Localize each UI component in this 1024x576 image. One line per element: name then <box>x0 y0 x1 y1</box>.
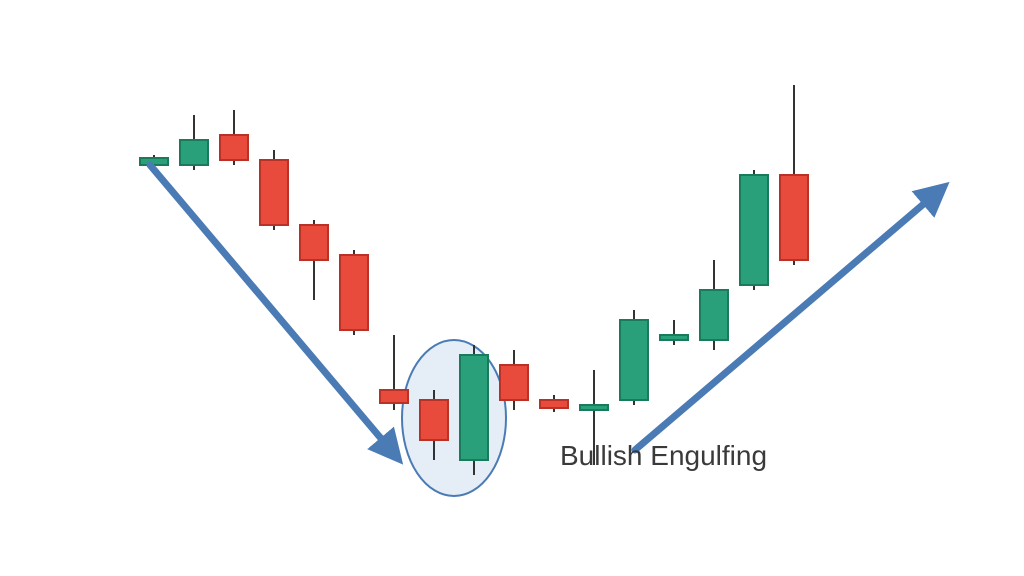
bear-candle-body <box>220 135 248 160</box>
bull-candle-body <box>140 158 168 165</box>
candles-group <box>140 85 808 475</box>
bull-candle-body <box>740 175 768 285</box>
highlight-ellipse <box>402 340 506 496</box>
bear-candle-body <box>540 400 568 408</box>
bull-candle-body <box>620 320 648 400</box>
bull-candle-body <box>580 405 608 410</box>
bear-candle-body <box>500 365 528 400</box>
bear-candle-body <box>380 390 408 403</box>
bear-candle-body <box>420 400 448 440</box>
bull-candle-body <box>700 290 728 340</box>
bear-candle-body <box>260 160 288 225</box>
bull-candle-body <box>660 335 688 340</box>
bear-candle-body <box>340 255 368 330</box>
bull-candle-body <box>180 140 208 165</box>
chart-stage: Bullish Engulfing <box>0 0 1024 576</box>
bear-candle-body <box>780 175 808 260</box>
bull-candle-body <box>460 355 488 460</box>
bear-candle-body <box>300 225 328 260</box>
candlestick-chart <box>0 0 1024 576</box>
pattern-label: Bullish Engulfing <box>560 440 767 472</box>
